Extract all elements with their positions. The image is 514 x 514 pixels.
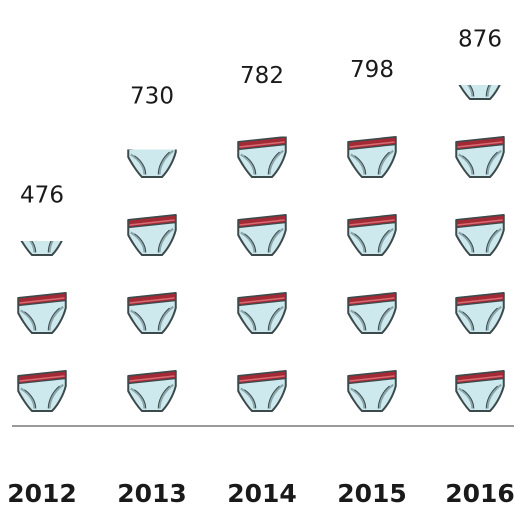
x-tick-label-2014: 2014 bbox=[227, 479, 297, 508]
bar-2013 bbox=[127, 149, 177, 413]
briefs-icon bbox=[455, 213, 505, 257]
partial-briefs-icon bbox=[237, 136, 287, 179]
bar-2012 bbox=[17, 241, 67, 413]
briefs-icon bbox=[17, 369, 67, 413]
data-label-2012: 476 bbox=[20, 182, 64, 208]
data-label-2013: 730 bbox=[130, 83, 174, 109]
briefs-icon bbox=[347, 291, 397, 335]
briefs-icon bbox=[127, 291, 177, 335]
bar-2016 bbox=[455, 85, 505, 413]
partial-briefs-icon bbox=[347, 135, 397, 179]
x-tick-label-2016: 2016 bbox=[445, 479, 514, 508]
briefs-icon bbox=[237, 213, 287, 257]
briefs-icon bbox=[455, 135, 505, 179]
partial-briefs-icon bbox=[455, 85, 505, 101]
data-label-2016: 876 bbox=[458, 26, 502, 52]
briefs-icon bbox=[237, 369, 287, 413]
bar-2014 bbox=[237, 136, 287, 413]
data-label-2014: 782 bbox=[240, 63, 284, 89]
partial-briefs-icon bbox=[17, 241, 67, 257]
x-tick-label-2015: 2015 bbox=[337, 479, 407, 508]
briefs-icon bbox=[455, 291, 505, 335]
bar-2015 bbox=[347, 135, 397, 413]
briefs-icon bbox=[347, 369, 397, 413]
briefs-icon bbox=[127, 369, 177, 413]
x-tick-label-2013: 2013 bbox=[117, 479, 187, 508]
data-label-2015: 798 bbox=[350, 57, 394, 83]
briefs-icon bbox=[347, 213, 397, 257]
briefs-icon bbox=[237, 291, 287, 335]
briefs-icon bbox=[455, 369, 505, 413]
briefs-icon bbox=[17, 291, 67, 335]
x-tick-label-2012: 2012 bbox=[7, 479, 77, 508]
briefs-icon bbox=[127, 213, 177, 257]
partial-briefs-icon bbox=[127, 149, 177, 179]
